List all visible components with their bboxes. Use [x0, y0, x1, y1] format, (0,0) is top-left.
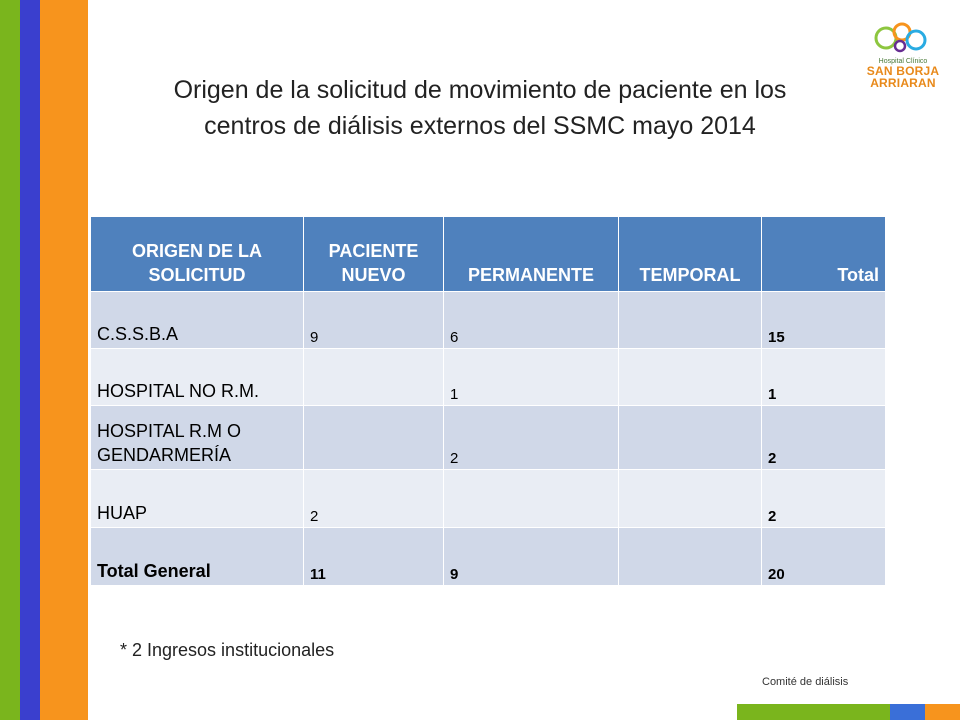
- col-header-total: Total: [761, 216, 886, 292]
- col-header-permanente: PERMANENTE: [443, 216, 619, 292]
- table-total-row: Total General 11 9 20: [90, 527, 886, 586]
- logo-text-arriaran: ARRIARAN: [870, 76, 936, 90]
- table-header-row: ORIGEN DE LA SOLICITUD PACIENTE NUEVO PE…: [90, 216, 886, 292]
- cell-total: 2: [761, 469, 886, 528]
- table-row: HUAP 2 2: [90, 469, 886, 528]
- footer-blue-bar: [890, 704, 925, 720]
- cell-permanente: 9: [443, 527, 619, 586]
- cell-temporal: [618, 291, 762, 349]
- cell-total: 20: [761, 527, 886, 586]
- footer-orange-bar: [925, 704, 960, 720]
- footer-green-bar: [737, 704, 890, 720]
- green-stripe: [0, 0, 20, 720]
- cell-origen: C.S.S.B.A: [90, 291, 304, 349]
- cell-nuevo: [303, 405, 444, 470]
- col-header-temporal: TEMPORAL: [618, 216, 762, 292]
- cell-temporal: [618, 405, 762, 470]
- cell-permanente: [443, 469, 619, 528]
- cell-temporal: [618, 348, 762, 406]
- title-line-1: Origen de la solicitud de movimiento de …: [173, 76, 787, 104]
- footnote: * 2 Ingresos institucionales: [120, 640, 335, 660]
- cell-nuevo: 9: [303, 291, 444, 349]
- cell-origen: HOSPITAL NO R.M.: [90, 348, 304, 406]
- cell-origen: HOSPITAL R.M O GENDARMERÍA: [90, 405, 304, 470]
- cell-total: 1: [761, 348, 886, 406]
- logo-text-san-borja: SAN BORJA: [866, 64, 940, 78]
- cell-nuevo: 2: [303, 469, 444, 528]
- logo-text-hospital: Hospital Clínico: [878, 58, 928, 65]
- cell-nuevo: [303, 348, 444, 406]
- cell-permanente: 6: [443, 291, 619, 349]
- col-header-origen: ORIGEN DE LA SOLICITUD: [90, 216, 304, 292]
- cell-total: 2: [761, 405, 886, 470]
- slide-title: Origen de la solicitud de movimiento de …: [100, 72, 860, 144]
- cell-temporal: [618, 469, 762, 528]
- hospital-logo: Hospital Clínico SAN BORJA ARRIARAN: [866, 20, 940, 110]
- cell-origen: Total General: [90, 527, 304, 586]
- cell-origen: HUAP: [90, 469, 304, 528]
- table-row: HOSPITAL NO R.M. 1 1: [90, 348, 886, 406]
- cell-permanente: 1: [443, 348, 619, 406]
- blue-stripe: [20, 0, 40, 720]
- table-row: C.S.S.B.A 9 6 15: [90, 291, 886, 349]
- cell-total: 15: [761, 291, 886, 349]
- title-line-2: centros de diálisis externos del SSMC ma…: [204, 112, 756, 140]
- cell-permanente: 2: [443, 405, 619, 470]
- origin-table: ORIGEN DE LA SOLICITUD PACIENTE NUEVO PE…: [90, 216, 886, 586]
- cell-nuevo: 11: [303, 527, 444, 586]
- col-header-paciente-nuevo: PACIENTE NUEVO: [303, 216, 444, 292]
- table-row: HOSPITAL R.M O GENDARMERÍA 2 2: [90, 405, 886, 470]
- hospital-logo-icon: [874, 22, 927, 53]
- cell-temporal: [618, 527, 762, 586]
- footer-label: Comité de diálisis: [762, 676, 849, 688]
- orange-stripe: [40, 0, 88, 720]
